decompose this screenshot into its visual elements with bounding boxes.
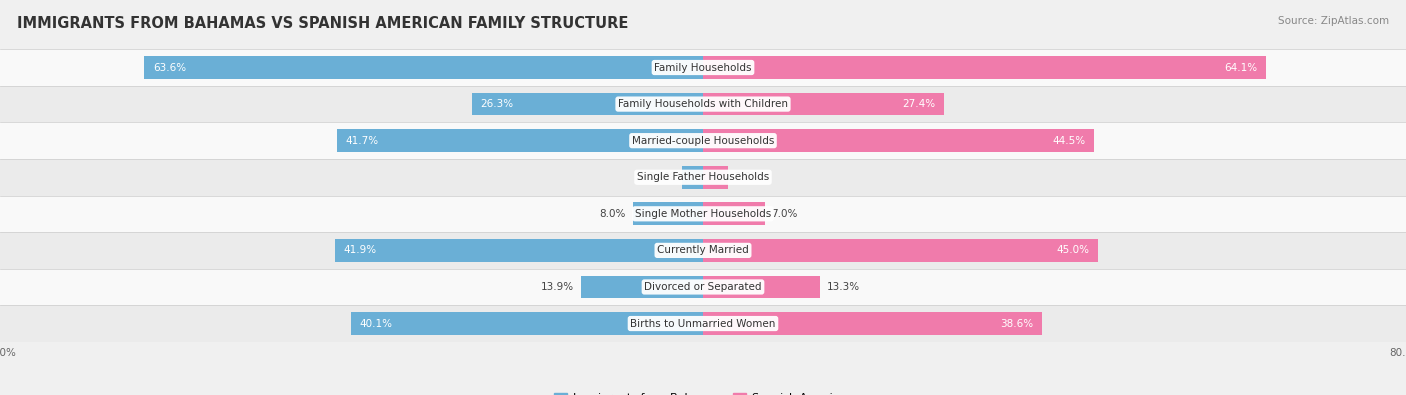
Bar [703,56,1267,79]
Bar [335,239,703,262]
Text: 44.5%: 44.5% [1052,135,1085,146]
Text: 2.8%: 2.8% [734,172,761,182]
Text: 64.1%: 64.1% [1225,62,1257,73]
Text: 41.9%: 41.9% [343,245,377,256]
Bar [703,166,728,188]
Text: 41.7%: 41.7% [346,135,378,146]
Bar [703,93,943,115]
Bar [0,196,1406,232]
Text: Single Mother Households: Single Mother Households [636,209,770,219]
Text: 13.3%: 13.3% [827,282,860,292]
Bar [703,129,1094,152]
Text: 26.3%: 26.3% [481,99,513,109]
Bar [0,159,1406,196]
Bar [0,122,1406,159]
Text: 7.0%: 7.0% [772,209,799,219]
Text: 2.4%: 2.4% [648,172,675,182]
Text: Births to Unmarried Women: Births to Unmarried Women [630,318,776,329]
Text: Source: ZipAtlas.com: Source: ZipAtlas.com [1278,16,1389,26]
Text: Single Father Households: Single Father Households [637,172,769,182]
Bar [703,276,820,298]
Bar [0,86,1406,122]
Legend: Immigrants from Bahamas, Spanish American: Immigrants from Bahamas, Spanish America… [554,393,852,395]
Bar [145,56,703,79]
Text: Family Households with Children: Family Households with Children [619,99,787,109]
Text: Family Households: Family Households [654,62,752,73]
Bar [0,269,1406,305]
Text: IMMIGRANTS FROM BAHAMAS VS SPANISH AMERICAN FAMILY STRUCTURE: IMMIGRANTS FROM BAHAMAS VS SPANISH AMERI… [17,16,628,31]
Text: 27.4%: 27.4% [901,99,935,109]
Bar [350,312,703,335]
Bar [703,239,1098,262]
Bar [0,305,1406,342]
Text: 8.0%: 8.0% [599,209,626,219]
Text: 38.6%: 38.6% [1000,318,1033,329]
Text: 45.0%: 45.0% [1057,245,1090,256]
Bar [0,232,1406,269]
Text: 63.6%: 63.6% [153,62,186,73]
Bar [633,203,703,225]
Bar [703,312,1042,335]
Bar [682,166,703,188]
Bar [581,276,703,298]
Text: Currently Married: Currently Married [657,245,749,256]
Text: Married-couple Households: Married-couple Households [631,135,775,146]
Bar [703,203,765,225]
Text: 40.1%: 40.1% [360,318,392,329]
Bar [0,49,1406,86]
Bar [472,93,703,115]
Text: 13.9%: 13.9% [541,282,574,292]
Text: Divorced or Separated: Divorced or Separated [644,282,762,292]
Bar [336,129,703,152]
